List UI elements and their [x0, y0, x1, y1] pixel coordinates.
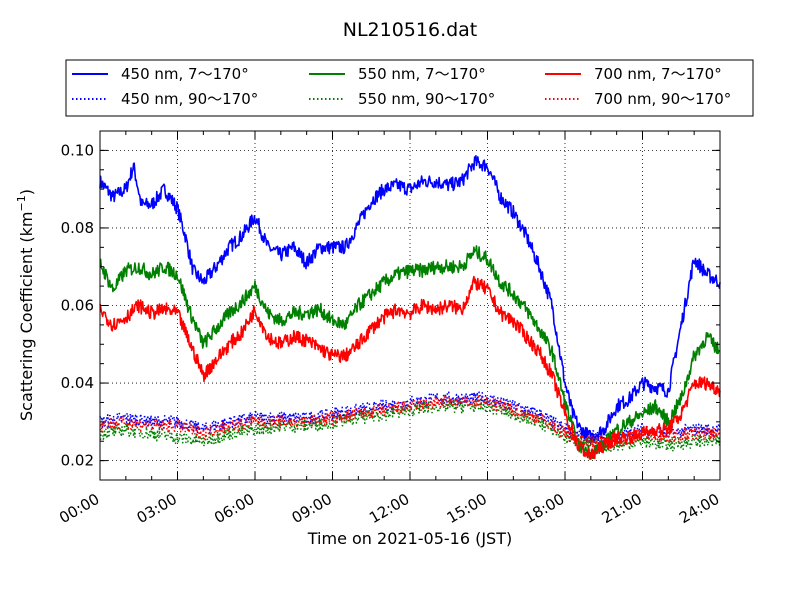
legend-label: 550 nm, 90～170° [358, 90, 495, 108]
series-line [99, 395, 721, 449]
x-axis-label: Time on 2021-05-16 (JST) [307, 529, 512, 548]
legend-label: 700 nm, 7～170° [594, 65, 722, 83]
x-tick-label: 06:00 [211, 490, 257, 527]
y-tick-label: 0.10 [61, 141, 94, 159]
y-tick-label: 0.02 [61, 452, 94, 470]
series-line [99, 275, 721, 461]
ticks [99, 131, 721, 480]
x-tick-labels: 00:00 03:00 06:00 09:00 12:00 15:00 18:00 21:00… [56, 490, 722, 527]
y-tick-label: 0.08 [61, 219, 94, 237]
legend-label: 450 nm, 7～170° [121, 65, 249, 83]
chart-title: NL210516.dat [343, 19, 478, 41]
x-tick-label: 24:00 [676, 490, 722, 527]
grid [99, 131, 721, 480]
plot-area: 00:00 03:00 06:00 09:00 12:00 15:00 18:00 21:00… [56, 130, 723, 527]
legend-frame [65, 59, 754, 117]
y-tick-labels: 0.02 0.04 0.06 0.08 0.10 [61, 141, 94, 469]
y-axis-label-main: Scattering Coefficient (km [17, 211, 36, 421]
y-axis-label-close: ) [17, 189, 36, 195]
x-tick-label: 09:00 [289, 490, 335, 527]
legend: 450 nm, 7～170° 450 nm, 90～170° 550 nm, 7～1… [65, 59, 754, 117]
series-line [99, 155, 721, 445]
x-tick-label: 21:00 [599, 490, 645, 527]
x-tick-label: 00:00 [56, 490, 102, 527]
series-line [99, 398, 721, 453]
y-axis-label-exponent: −1 [15, 195, 28, 211]
legend-label: 450 nm, 90～170° [121, 90, 258, 108]
y-axis-label: Scattering Coefficient (km−1) [15, 189, 36, 421]
x-tick-label: 18:00 [521, 490, 567, 527]
x-tick-label: 15:00 [444, 490, 490, 527]
x-tick-label: 03:00 [134, 490, 180, 527]
y-tick-label: 0.04 [61, 374, 94, 392]
series-line [99, 245, 721, 460]
series-layer [99, 155, 721, 461]
y-tick-label: 0.06 [61, 297, 94, 315]
x-tick-label: 12:00 [366, 490, 412, 527]
legend-label: 550 nm, 7～170° [358, 65, 486, 83]
legend-label: 700 nm, 90～170° [594, 90, 731, 108]
